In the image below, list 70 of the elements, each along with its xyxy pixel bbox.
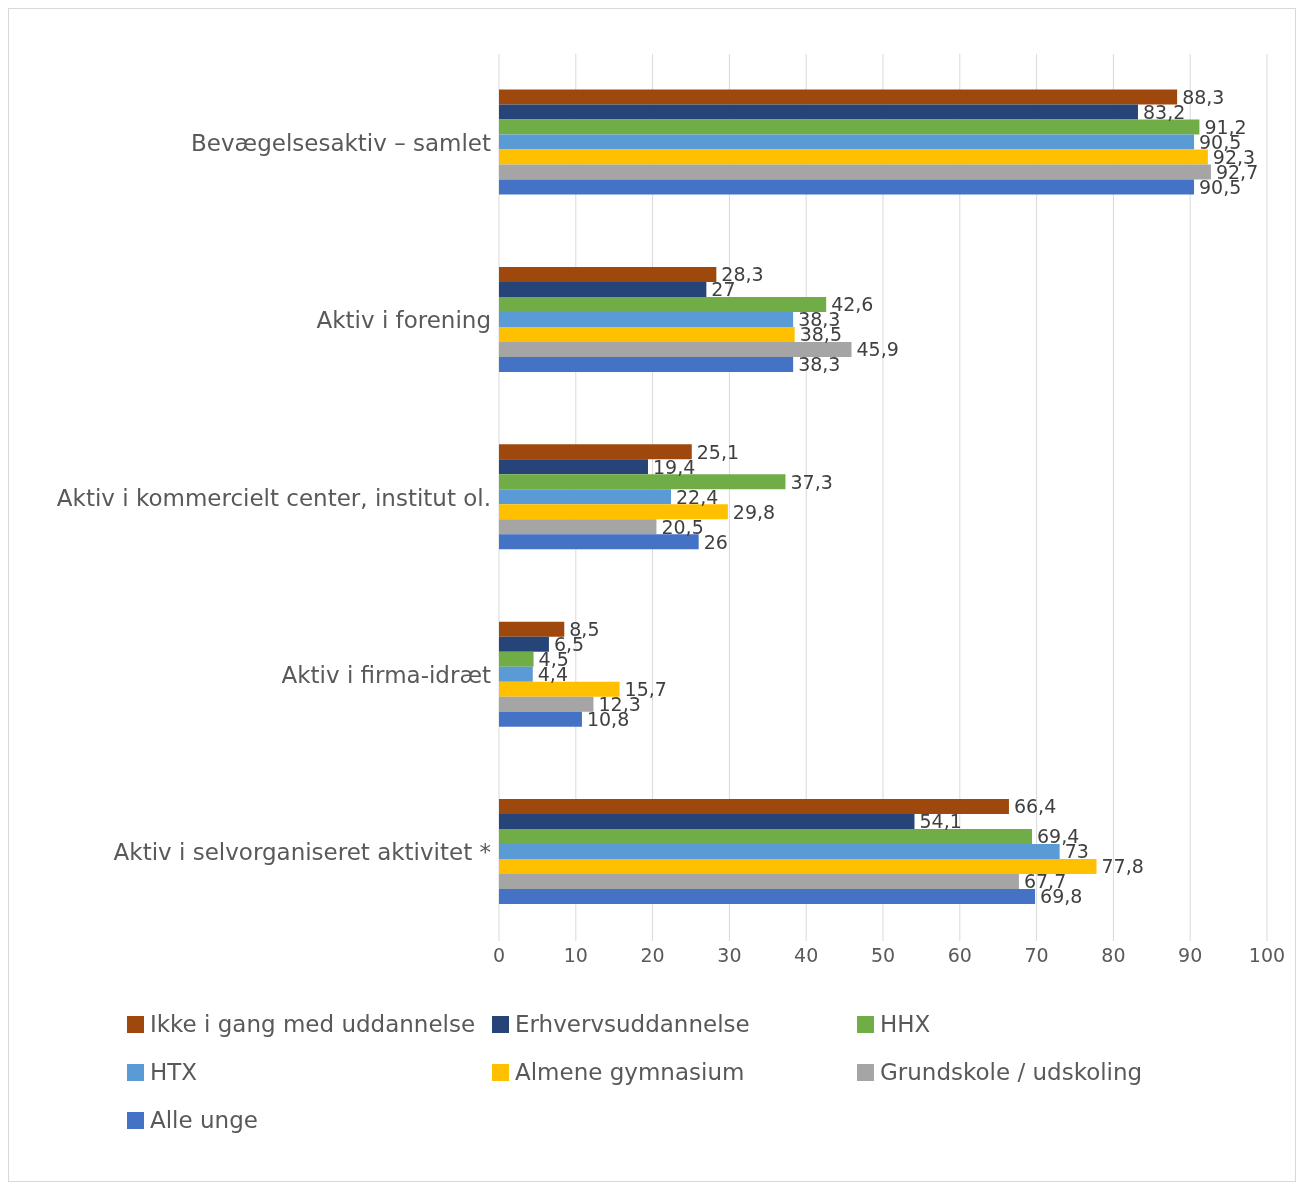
legend-label: HHX <box>879 1011 932 1037</box>
bar <box>499 179 1195 195</box>
bar <box>499 666 533 682</box>
x-tick-label: 80 <box>1101 944 1126 967</box>
bar <box>499 341 852 357</box>
bar <box>499 281 707 297</box>
bar <box>499 311 794 327</box>
x-tick-label: 90 <box>1178 944 1203 967</box>
bar <box>499 134 1195 150</box>
bar <box>499 621 565 637</box>
x-tick-label: 100 <box>1248 944 1286 967</box>
bar <box>499 326 795 342</box>
bar <box>499 636 549 652</box>
data-label: 22,4 <box>676 485 719 508</box>
x-tick-label: 40 <box>794 944 819 967</box>
y-tick-label: Aktiv i forening <box>316 307 491 334</box>
data-label: 54,1 <box>919 810 962 833</box>
legend-label: HTX <box>149 1059 199 1085</box>
bar <box>499 474 786 490</box>
bar <box>499 651 534 667</box>
legend-label: Ikke i gang med uddannelse <box>149 1011 477 1037</box>
x-tick-label: 30 <box>717 944 742 967</box>
bar <box>499 814 915 830</box>
bar <box>499 504 728 520</box>
data-label: 45,9 <box>856 338 899 361</box>
bar <box>499 681 620 697</box>
bar <box>499 874 1019 890</box>
bar <box>499 89 1178 105</box>
data-label: 29,8 <box>732 500 776 523</box>
y-tick-label: Aktiv i selvorganiseret aktivitet * <box>113 839 491 866</box>
x-tick-label: 0 <box>492 944 506 967</box>
bar <box>499 859 1097 875</box>
x-tick-label: 50 <box>870 944 896 967</box>
bar <box>499 266 717 282</box>
bar <box>499 829 1032 845</box>
bar <box>499 696 594 712</box>
legend-label: Alle unge <box>149 1107 259 1133</box>
data-label: 66,4 <box>1013 795 1057 818</box>
data-label: 77,8 <box>1101 855 1144 878</box>
y-tick-label: Bevægelsesaktiv – samlet <box>191 129 491 156</box>
data-label: 37,3 <box>790 470 833 493</box>
bar <box>499 519 657 535</box>
bar <box>499 296 827 312</box>
x-tick-label: 70 <box>1024 944 1049 967</box>
bar <box>499 799 1009 815</box>
data-label: 25,1 <box>696 440 740 463</box>
bar <box>499 444 692 460</box>
legend-label: Erhvervsuddannelse <box>514 1011 751 1037</box>
x-tick-label: 60 <box>947 944 972 967</box>
bar <box>499 844 1060 860</box>
bar <box>499 356 794 372</box>
data-label: 20,5 <box>661 515 704 538</box>
bar <box>499 489 672 505</box>
data-label: 26 <box>703 530 728 553</box>
bar <box>499 119 1200 135</box>
data-label: 38,3 <box>798 353 841 376</box>
bar <box>499 534 699 550</box>
bar <box>499 889 1036 905</box>
bar <box>499 164 1211 180</box>
bar <box>499 149 1208 165</box>
bar <box>499 459 648 475</box>
y-tick-label: Aktiv i firma-idræt <box>281 662 491 689</box>
bar <box>499 104 1138 120</box>
legend-label: Grundskole / udskoling <box>879 1059 1144 1085</box>
x-tick-label: 20 <box>640 944 665 967</box>
legend-label: Almene gymnasium <box>514 1059 746 1085</box>
data-label: 19,4 <box>652 455 696 478</box>
x-tick-label: 10 <box>563 944 588 967</box>
bar <box>499 711 582 727</box>
y-tick-label: Aktiv i kommercielt center, institut ol. <box>56 484 491 511</box>
